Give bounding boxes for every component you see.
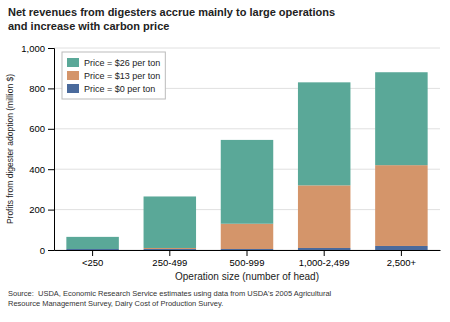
legend: Price = $26 per ton Price = $13 per ton Pr… [62, 52, 165, 99]
x-tick: 500-999 [230, 250, 265, 268]
tick-mark [92, 250, 93, 256]
chart: Net revenues from digesters accrue mainl… [0, 0, 450, 322]
y-tick: 600 [29, 123, 54, 134]
y-axis: 0 200 400 600 800 1,000 [21, 43, 54, 256]
y-tick: 1,000 [21, 43, 54, 54]
tick-mark [48, 250, 54, 251]
legend-frame [62, 52, 165, 99]
bar [144, 248, 196, 249]
legend-swatch [67, 71, 79, 80]
bar [144, 249, 196, 250]
plot-area: <250 250-499 500-999 1,000-2,499 2,500+ 0 200 4… [21, 43, 440, 268]
bar [298, 185, 350, 248]
tick-label: 1,000-2,499 [299, 257, 350, 268]
bar [298, 82, 350, 185]
x-axis-title: Operation size (number of head) [175, 271, 319, 282]
grid-line [54, 48, 440, 49]
bar [221, 140, 273, 224]
x-tick: 2,500+ [387, 250, 417, 268]
bar [375, 165, 427, 246]
tick-mark [48, 48, 54, 49]
legend-swatch [67, 84, 79, 93]
annotation: Source: USDA, Economic Research Service … [8, 289, 332, 308]
tick-label: 400 [29, 164, 45, 175]
bar [221, 249, 273, 250]
tick-label: 800 [29, 83, 45, 94]
x-tick: 250-499 [152, 250, 187, 268]
legend-label: Price = $0 per ton [84, 84, 155, 94]
tick-label: 0 [40, 245, 45, 256]
legend-item: Price = $26 per ton [67, 58, 160, 68]
tick-mark [324, 250, 325, 256]
tick-label: <250 [82, 257, 103, 268]
bar [144, 196, 196, 248]
bar [221, 224, 273, 249]
series [144, 165, 428, 249]
y-tick: 200 [29, 204, 54, 215]
tick-mark [247, 250, 248, 256]
tick-label: 2,500+ [387, 257, 417, 268]
tick-mark [48, 88, 54, 89]
y-tick: 0 [40, 245, 54, 256]
legend-item: Price = $0 per ton [67, 84, 155, 94]
legend-label: Price = $26 per ton [84, 58, 160, 68]
tick-label: 250-499 [152, 257, 187, 268]
tick-label: 500-999 [230, 257, 265, 268]
x-axis: <250 250-499 500-999 1,000-2,499 2,500+ [55, 250, 441, 268]
axis-line [48, 49, 55, 251]
grid [54, 48, 440, 250]
tick-mark [48, 129, 54, 130]
bar [375, 72, 427, 165]
legend-item: Price = $13 per ton [67, 71, 160, 81]
tick-label: 1,000 [21, 43, 45, 54]
y-tick: 400 [29, 164, 54, 175]
tick-label: 200 [29, 204, 45, 215]
title: Net revenues from digesters accrue mainl… [8, 6, 335, 32]
y-axis-title: Profits from digester adoption (million … [5, 74, 15, 224]
bar [375, 246, 427, 250]
tick-label: 600 [29, 123, 45, 134]
x-tick: 1,000-2,499 [299, 250, 350, 268]
bar [66, 237, 118, 249]
x-tick: <250 [82, 250, 103, 268]
bar [298, 248, 350, 250]
tick-mark [169, 250, 170, 256]
tick-mark [48, 210, 54, 211]
tick-mark [48, 169, 54, 170]
legend-swatch [67, 58, 79, 67]
y-tick: 800 [29, 83, 54, 94]
bar [66, 249, 118, 250]
legend-label: Price = $13 per ton [84, 71, 160, 81]
tick-mark [401, 250, 402, 256]
